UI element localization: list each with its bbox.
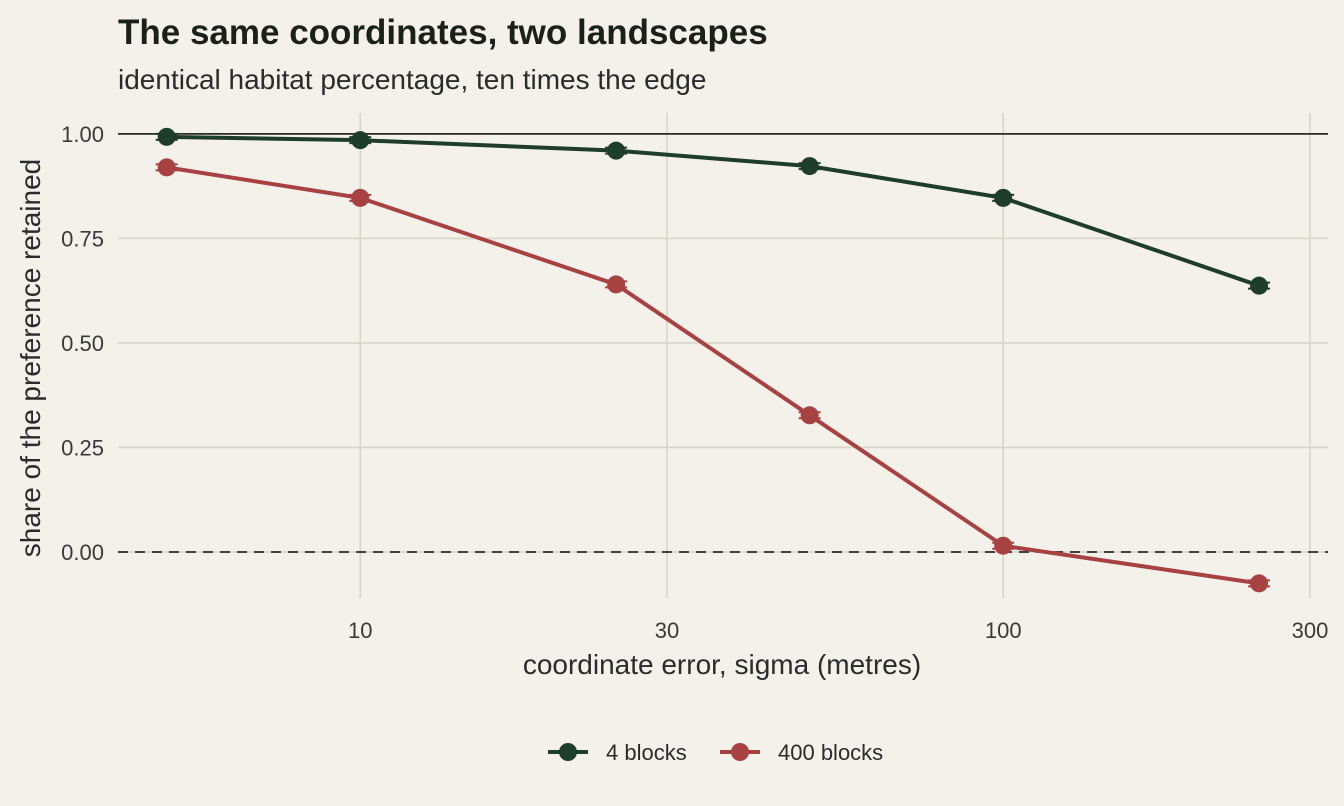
series-layer xyxy=(155,127,1271,593)
y-tick-label: 1.00 xyxy=(61,122,104,147)
legend-marker xyxy=(559,743,577,761)
legend: 4 blocks 400 blocks xyxy=(548,740,883,765)
reference-lines xyxy=(118,133,1328,553)
y-tick-label: 0.00 xyxy=(61,540,104,565)
chart-subtitle: identical habitat percentage, ten times … xyxy=(118,64,706,95)
data-point xyxy=(1250,276,1269,295)
chart-title: The same coordinates, two landscapes xyxy=(118,13,768,52)
legend-marker xyxy=(731,743,749,761)
data-point xyxy=(157,127,176,146)
legend-item-2: 400 blocks xyxy=(720,740,883,765)
legend-label: 400 blocks xyxy=(778,740,883,765)
data-point xyxy=(351,188,370,207)
y-tick-label: 0.75 xyxy=(61,226,104,251)
x-axis-label: coordinate error, sigma (metres) xyxy=(523,649,921,680)
legend-label: 4 blocks xyxy=(606,740,687,765)
plot-area xyxy=(118,113,1328,598)
data-point xyxy=(994,536,1013,555)
data-point xyxy=(607,275,626,294)
data-point xyxy=(157,158,176,177)
y-tick-label: 0.50 xyxy=(61,331,104,356)
data-point xyxy=(607,141,626,160)
series-1 xyxy=(155,127,1271,295)
data-point xyxy=(994,188,1013,207)
data-point xyxy=(351,131,370,150)
x-tick-label: 30 xyxy=(655,618,679,643)
y-axis-ticks: 0.00 0.25 0.50 0.75 1.00 xyxy=(61,122,104,565)
data-point xyxy=(800,406,819,425)
series-line xyxy=(166,134,1260,288)
series-line xyxy=(166,165,1260,586)
x-tick-label: 100 xyxy=(985,618,1022,643)
y-axis-label: share of the preference retained xyxy=(15,159,46,557)
data-point xyxy=(800,157,819,176)
data-point xyxy=(1250,574,1269,593)
y-tick-label: 0.25 xyxy=(61,435,104,460)
x-tick-label: 10 xyxy=(348,618,372,643)
x-tick-label: 300 xyxy=(1292,618,1329,643)
series-2 xyxy=(155,158,1271,593)
x-axis-ticks: 10 30 100 300 xyxy=(348,618,1328,643)
legend-item-1: 4 blocks xyxy=(548,740,687,765)
